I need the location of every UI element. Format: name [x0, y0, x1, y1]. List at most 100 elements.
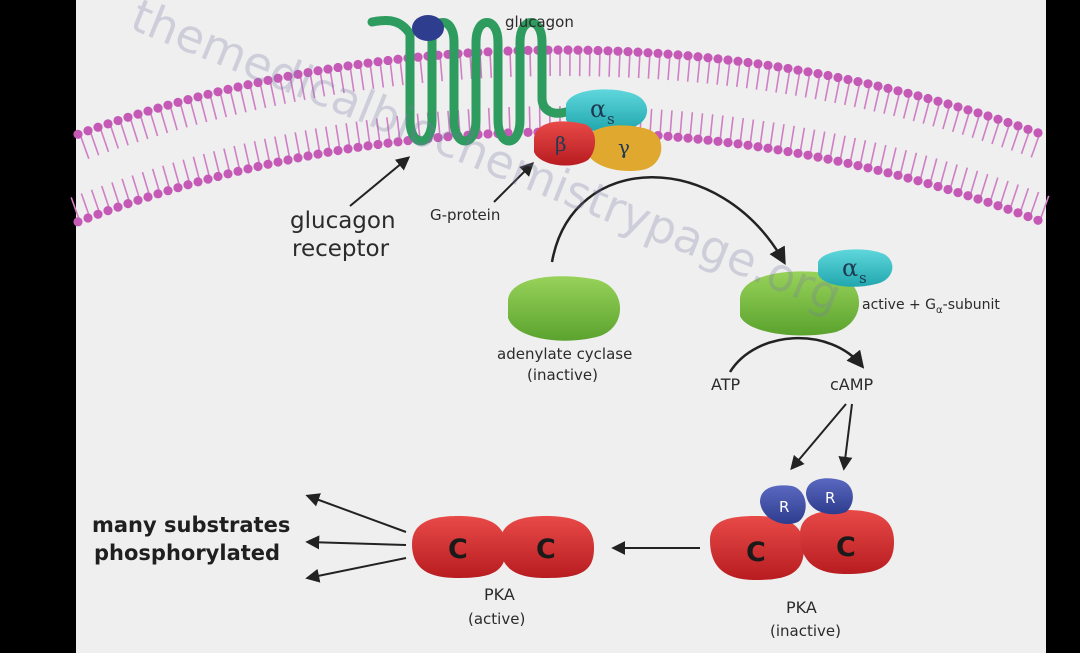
membrane-lipid-tail [859, 140, 867, 166]
gamma-label: γ [618, 135, 630, 159]
membrane-lipid-head [553, 45, 563, 55]
active-subunit-label: active + Gα-subunit [862, 297, 1000, 316]
membrane-lipid-head [803, 67, 813, 77]
membrane-lipid-head [773, 145, 783, 155]
membrane-lipid-tail [359, 64, 365, 91]
membrane-lipid-head [83, 126, 93, 136]
membrane-lipid-head [293, 69, 303, 79]
membrane-lipid-tail [749, 119, 755, 146]
pka-active-label: PKA [484, 585, 515, 604]
membrane-lipid-head [393, 54, 403, 64]
membrane-lipid-tail [209, 94, 218, 120]
membrane-lipid-head [913, 91, 923, 101]
membrane-lipid-tail [179, 102, 188, 128]
pka-catalytic-subunit-inactive-2 [800, 510, 894, 574]
membrane-lipid-head [693, 52, 703, 62]
membrane-lipid-head [273, 73, 283, 83]
membrane-lipid-head [113, 115, 123, 126]
membrane-lipid-tail [889, 147, 897, 174]
glucagon-receptor-label-line1: glucagon [290, 208, 396, 234]
membrane-lipid-head [1003, 204, 1013, 214]
membrane-lipid-head [93, 209, 103, 219]
membrane-lipid-tail [809, 129, 816, 156]
membrane-lipid-tail [229, 89, 237, 115]
membrane-lipid-tail [239, 86, 247, 113]
membrane-lipid-tail [879, 144, 887, 171]
membrane-lipid-head [373, 139, 383, 150]
membrane-lipid-head [983, 197, 993, 207]
membrane-lipid-head [853, 161, 863, 171]
membrane-lipid-tail [489, 51, 493, 78]
membrane-lipid-head [923, 179, 933, 189]
membrane-lipid-head [713, 136, 723, 146]
membrane-lipid-head [673, 50, 683, 60]
catalytic-c-label-inactive-2: C [836, 532, 856, 563]
beta-label: β [555, 132, 567, 156]
membrane-lipid-head [463, 48, 473, 58]
pka-inactive-complex: R R C C [710, 478, 894, 580]
membrane-lipid-head [923, 93, 933, 104]
membrane-lipid-head [993, 201, 1003, 211]
membrane-lipid-head [763, 60, 773, 70]
membrane-lipid-tail [469, 52, 473, 79]
glucagon-receptor [367, 15, 571, 146]
membrane-lipid-head [893, 86, 903, 96]
membrane-lipid-head [93, 122, 103, 132]
membrane-lipid-head [233, 82, 243, 92]
membrane-lipid-head [263, 75, 273, 85]
membrane-lipid-tail [119, 120, 129, 146]
membrane-lipid-tail [399, 59, 404, 86]
membrane-lipid-head [693, 134, 703, 144]
membrane-lipid-head [393, 137, 403, 147]
glucagon-label: glucagon [505, 13, 574, 31]
membrane-lipid-head [323, 64, 333, 74]
camp-label: cAMP [830, 375, 874, 394]
pka-active-state: (active) [468, 610, 525, 628]
membrane-lipid-tail [279, 78, 286, 104]
membrane-lipid-tail [909, 152, 918, 179]
membrane-lipid-head [753, 142, 763, 152]
membrane-lipid-head [973, 108, 983, 118]
membrane-lipid-head [733, 56, 743, 66]
catalytic-c-label-inactive-1: C [746, 537, 766, 568]
membrane-lipid-head [283, 71, 293, 81]
membrane-lipid-tail [659, 109, 663, 136]
membrane-lipid-head [953, 102, 963, 112]
membrane-lipid-head [863, 79, 873, 89]
membrane-lipid-head [593, 45, 603, 56]
membrane-lipid-head [103, 119, 113, 129]
membrane-lipid-tail [869, 142, 877, 169]
membrane-lipid-head [963, 191, 973, 201]
adenylate-cyclase-active [740, 271, 860, 336]
substrates-label-line1: many substrates [92, 513, 290, 537]
membrane-lipid-head [283, 155, 293, 165]
pka-inactive-state: (inactive) [770, 622, 841, 640]
active-alpha-s-subscript: s [859, 269, 867, 287]
membrane-lipid-head [123, 112, 133, 122]
membrane-lipid-tail [627, 51, 631, 78]
membrane-lipid-head [943, 184, 953, 195]
membrane-lipid-tail [929, 158, 938, 184]
membrane-lipid-head [343, 144, 353, 154]
membrane-lipid-head [413, 52, 423, 62]
membrane-lipid-head [353, 142, 363, 152]
camp-binding-arrow-2 [838, 403, 853, 471]
membrane-lipid-head [193, 92, 203, 102]
membrane-lipid-head [163, 186, 173, 196]
membrane-lipid-head [203, 89, 213, 99]
active-alpha-s-subunit [818, 249, 893, 287]
membrane-lipid-tail [309, 72, 316, 99]
membrane-lipid-tail [379, 61, 385, 88]
membrane-lipid-tail [419, 57, 424, 84]
membrane-lipid-head [153, 103, 163, 113]
membrane-lipid-tail [369, 62, 375, 89]
membrane-lipid-tail [919, 155, 928, 181]
membrane-lipid-head [643, 48, 653, 58]
membrane-lipid-head [833, 156, 843, 166]
membrane-lipid-head [703, 53, 713, 63]
membrane-lipid-head [263, 159, 273, 169]
membrane-lipid-head [103, 206, 113, 216]
membrane-lipid-head [833, 72, 843, 83]
membrane-lipid-tail [139, 113, 149, 140]
membrane-lipid-tail [299, 74, 306, 101]
